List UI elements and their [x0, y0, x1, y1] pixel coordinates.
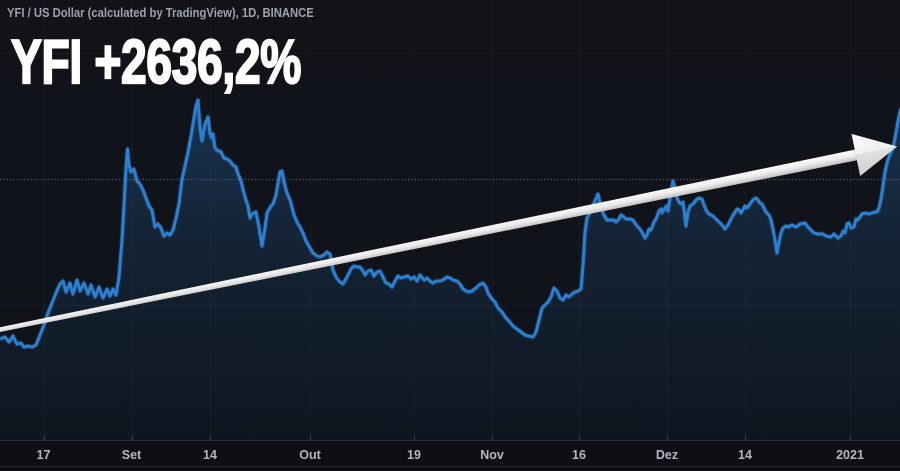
svg-text:14: 14 [203, 448, 217, 462]
svg-text:14: 14 [738, 448, 752, 462]
svg-text:Set: Set [122, 448, 142, 462]
svg-text:17: 17 [37, 448, 51, 462]
svg-text:2021: 2021 [836, 448, 864, 462]
svg-text:Nov: Nov [480, 448, 504, 462]
svg-text:19: 19 [407, 448, 421, 462]
svg-text:Dez: Dez [656, 448, 678, 462]
svg-text:16: 16 [572, 448, 586, 462]
svg-text:Out: Out [299, 448, 321, 462]
